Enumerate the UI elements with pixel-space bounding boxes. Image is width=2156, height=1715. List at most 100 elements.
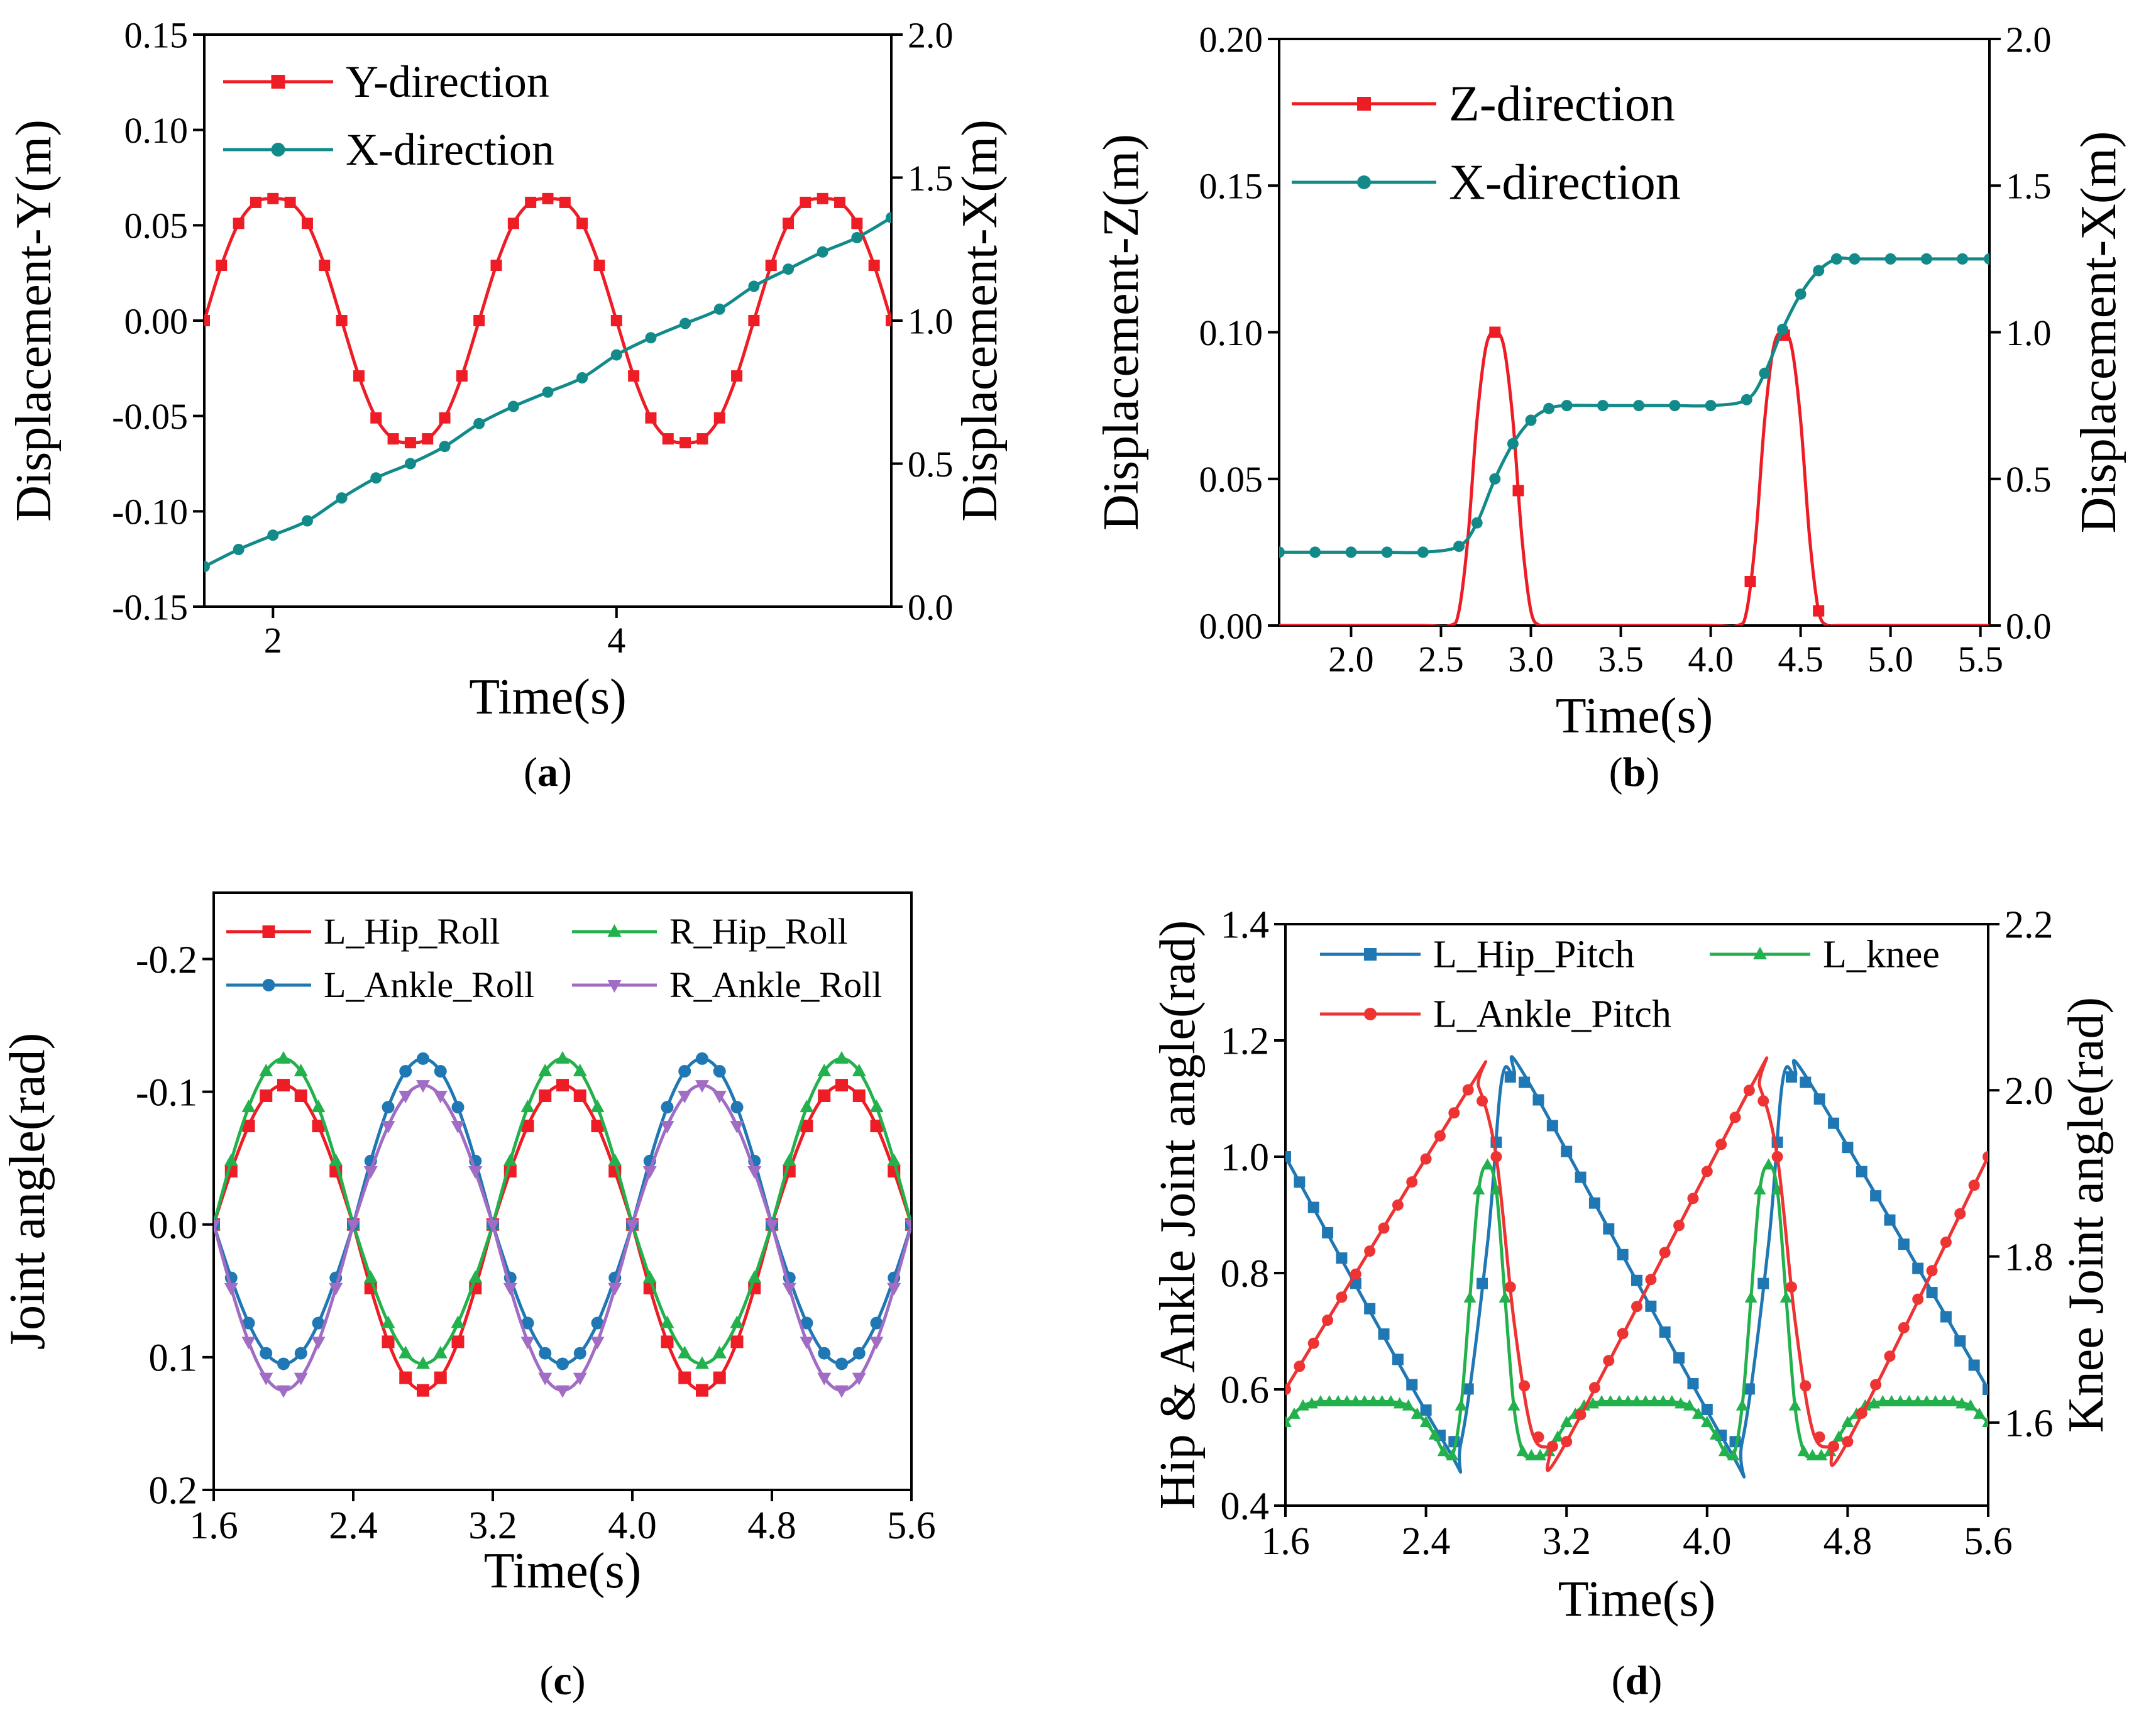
data-point-R_Ankle_Roll	[747, 1166, 762, 1179]
data-point-L_Hip_Roll	[835, 1079, 848, 1092]
data-point-R_Ankle_Roll	[538, 1372, 553, 1386]
data-point-R_Ankle_Roll	[503, 1282, 517, 1296]
data-point-R_Hip_Roll	[747, 1270, 762, 1283]
data-point-R_Ankle_Roll	[695, 1080, 709, 1093]
data-point-L_Hip_Pitch	[1842, 1142, 1854, 1154]
y-right-tick-label-d: 2.2	[2005, 904, 2054, 947]
data-point-L_knee	[1876, 1395, 1889, 1407]
data-point-R_Hip_Roll	[224, 1153, 238, 1166]
data-point-R_Hip_Roll	[433, 1345, 448, 1359]
data-point-L_Hip_Roll	[730, 1335, 744, 1348]
data-point-R_Hip_Roll	[241, 1100, 256, 1113]
y-right-tick-label-b: 0.5	[2006, 459, 2052, 500]
data-point-Y-direction	[800, 196, 811, 208]
data-point-X-direction	[1471, 517, 1483, 529]
legend-swatch-marker	[1364, 948, 1377, 961]
data-point-X-direction	[1759, 367, 1771, 379]
legend-swatch-marker	[607, 980, 622, 993]
data-point-R_Hip_Roll	[835, 1051, 849, 1064]
data-point-R_Ankle_Roll	[782, 1282, 796, 1296]
y-tick-label-d: 0.6	[1221, 1369, 1270, 1412]
data-point-L_Hip_Pitch	[1954, 1335, 1966, 1347]
y-right-tick-label-a: 2.0	[908, 14, 954, 55]
data-point-L_Hip_Roll	[312, 1120, 325, 1133]
data-point-Y-direction	[370, 412, 382, 424]
data-point-L_Ankle_Roll	[294, 1347, 307, 1360]
data-point-L_knee	[1657, 1395, 1669, 1407]
y-right-tick-label-a: 1.5	[908, 158, 954, 199]
data-point-R_Hip_Roll	[363, 1270, 378, 1283]
data-point-L_Hip_Roll	[434, 1371, 447, 1384]
data-point-L_Ankle_Pitch	[1448, 1107, 1460, 1119]
data-point-L_Ankle_Pitch	[1940, 1236, 1952, 1248]
x-axis-label-b: Time(s)	[1556, 688, 1713, 744]
data-point-R_Hip_Roll	[730, 1315, 744, 1328]
data-point-X-direction	[1507, 438, 1519, 449]
data-point-L_Hip_Roll	[277, 1079, 290, 1092]
x-tick-label-b: 4.0	[1688, 639, 1734, 680]
data-point-R_Hip_Roll	[399, 1345, 413, 1359]
caption-letter: a	[537, 749, 558, 795]
data-point-L_Hip_Pitch	[1800, 1076, 1812, 1088]
data-point-L_Ankle_Roll	[870, 1316, 883, 1330]
data-point-L_Hip_Pitch	[1673, 1352, 1685, 1364]
caption-letter: c	[553, 1658, 571, 1704]
x-axis-label-c: Time(s)	[484, 1543, 641, 1599]
data-point-R_Ankle_Roll	[294, 1372, 308, 1386]
data-point-L_Hip_Pitch	[1561, 1145, 1573, 1157]
data-point-Z-direction	[1813, 605, 1825, 617]
data-point-L_knee	[1947, 1395, 1959, 1407]
data-point-L_Hip_Roll	[539, 1089, 552, 1102]
data-point-R_Hip_Roll	[416, 1356, 430, 1369]
data-point-L_Ankle_Pitch	[1757, 1095, 1769, 1107]
data-point-L_Ankle_Pitch	[1546, 1440, 1558, 1452]
y-tick-label-a: 0.00	[124, 301, 189, 341]
data-point-Y-direction	[868, 260, 880, 272]
data-point-X-direction	[1525, 414, 1537, 426]
data-point-L_Hip_Pitch	[1631, 1274, 1642, 1286]
data-point-R_Ankle_Roll	[259, 1372, 273, 1386]
y-tick-label-c: 0.0	[149, 1204, 198, 1247]
x-tick-label-b: 5.0	[1867, 639, 1913, 680]
data-point-X-direction	[1489, 473, 1501, 485]
data-point-R_Ankle_Roll	[800, 1337, 814, 1350]
series-group-d	[1285, 1055, 1988, 1479]
data-point-X-direction	[1279, 546, 1285, 558]
data-point-L_knee	[1534, 1448, 1547, 1460]
data-point-L_knee	[1973, 1407, 1986, 1419]
data-point-L_Hip_Roll	[521, 1120, 534, 1133]
data-point-L_Hip_Roll	[573, 1089, 586, 1102]
data-point-L_knee	[1779, 1291, 1793, 1303]
data-point-L_Ankle_Roll	[539, 1347, 552, 1360]
data-point-L_Ankle_Pitch	[1603, 1355, 1615, 1367]
data-point-Y-direction	[886, 315, 891, 326]
data-point-L_Ankle_Pitch	[1729, 1111, 1741, 1123]
data-point-L_Ankle_Roll	[451, 1101, 465, 1114]
x-tick-label-b: 3.5	[1598, 639, 1644, 680]
legend-label: X-direction	[1449, 155, 1681, 210]
data-point-R_Hip_Roll	[329, 1153, 343, 1166]
data-point-X-direction	[1669, 400, 1681, 412]
x-tick-label-b: 4.5	[1778, 639, 1823, 680]
y-right-tick-label-b: 2.0	[2006, 19, 2052, 60]
data-point-L_Hip_Roll	[818, 1089, 831, 1102]
caption-close-paren: )	[572, 1658, 586, 1704]
data-point-L_knee	[1631, 1395, 1643, 1407]
data-point-R_Hip_Roll	[311, 1100, 326, 1113]
data-point-R_Hip_Roll	[538, 1063, 553, 1076]
y-tick-label-a: -0.10	[112, 492, 188, 532]
data-point-L_Ankle_Pitch	[1504, 1281, 1516, 1293]
data-point-L_Hip_Pitch	[1926, 1287, 1938, 1299]
data-point-L_Hip_Pitch	[1532, 1094, 1544, 1106]
data-point-L_knee	[1735, 1399, 1749, 1411]
data-point-L_Hip_Pitch	[1645, 1300, 1657, 1312]
data-point-X-direction	[817, 246, 828, 258]
data-point-L_Ankle_Roll	[818, 1347, 831, 1360]
data-point-L_Ankle_Roll	[434, 1064, 447, 1078]
data-point-L_Ankle_Pitch	[1687, 1193, 1699, 1205]
y-right-tick-label-b: 1.0	[2006, 312, 2052, 353]
data-point-X-direction	[610, 349, 622, 361]
data-point-X-direction	[1543, 402, 1555, 414]
x-tick-label-d: 1.6	[1261, 1520, 1310, 1563]
y-tick-label-c: 0.2	[149, 1470, 198, 1513]
